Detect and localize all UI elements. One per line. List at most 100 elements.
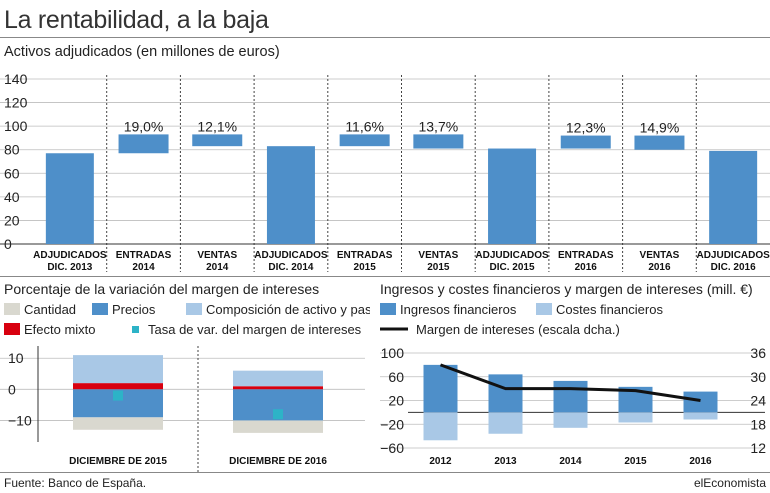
bar-value-label: 19,0% xyxy=(124,118,164,134)
x-tick-label: DIC. 2013 xyxy=(47,262,92,273)
chart-title: Ingresos y costes financieros y margen d… xyxy=(380,281,753,297)
y2-tick-label: 24 xyxy=(750,393,766,409)
y-tick-label: 60 xyxy=(4,165,20,181)
y2-tick-label: 30 xyxy=(750,369,766,385)
x-tick-label: 2015 xyxy=(427,262,450,273)
income-bar xyxy=(683,391,718,413)
footer-rule xyxy=(0,472,770,473)
y-tick-label: −10 xyxy=(8,412,32,428)
x-tick-label: 2016 xyxy=(689,456,712,467)
title-rule xyxy=(0,37,770,38)
legend-label: Efecto mixto xyxy=(24,322,96,337)
legend-label: Ingresos financieros xyxy=(400,302,517,317)
y2-tick-label: 12 xyxy=(750,440,766,456)
stacked-bar-segment xyxy=(233,370,323,387)
x-tick-label: DIC. 2015 xyxy=(490,262,535,273)
x-tick-label: 2015 xyxy=(624,456,647,467)
bar xyxy=(560,135,611,149)
bar-value-label: 14,9% xyxy=(640,120,680,136)
stacked-bar-segment xyxy=(233,420,323,433)
cost-bar xyxy=(618,412,653,423)
x-tick-label: ADJUDICADOS xyxy=(696,250,770,261)
y-tick-label: 100 xyxy=(4,118,28,134)
bar xyxy=(339,134,390,147)
y-tick-label: −60 xyxy=(380,440,404,456)
x-tick-label: VENTAS xyxy=(418,250,458,261)
bar xyxy=(192,134,243,147)
bar-value-label: 11,6% xyxy=(345,118,384,134)
income-bar xyxy=(488,374,523,413)
x-tick-label: ADJUDICADOS xyxy=(254,250,328,261)
x-tick-label: 2014 xyxy=(206,262,229,273)
x-tick-label: 2015 xyxy=(354,262,377,273)
legend-swatch xyxy=(186,303,202,315)
stacked-bar-segment xyxy=(73,355,163,384)
x-tick-label: ADJUDICADOS xyxy=(475,250,549,261)
income-bar xyxy=(423,364,458,413)
x-tick-label: 2013 xyxy=(494,456,517,467)
y-tick-label: 20 xyxy=(388,393,404,409)
y-tick-label: 120 xyxy=(4,95,28,111)
legend-label: Precios xyxy=(112,302,156,317)
y-tick-label: 140 xyxy=(4,71,28,87)
bar xyxy=(118,134,169,154)
x-tick-label: VENTAS xyxy=(197,250,237,261)
legend-swatch xyxy=(380,303,396,315)
x-tick-label: ADJUDICADOS xyxy=(33,250,107,261)
bar xyxy=(488,148,537,244)
page-subtitle: Activos adjudicados (en millones de euro… xyxy=(4,44,280,60)
income-costs-chart: Ingresos y costes financieros y margen d… xyxy=(380,281,766,467)
y2-tick-label: 36 xyxy=(750,345,766,361)
legend-label: Composición de activo y pasivo xyxy=(206,302,370,317)
x-tick-label: 2014 xyxy=(132,262,155,273)
y-tick-label: 60 xyxy=(388,369,404,385)
margin-line xyxy=(439,363,701,402)
bar xyxy=(413,134,464,149)
x-tick-label: ENTRADAS xyxy=(558,250,614,261)
legend-label: Margen de intereses (escala dcha.) xyxy=(416,322,620,337)
x-tick-label: 2016 xyxy=(575,262,598,273)
stacked-bar-segment xyxy=(73,417,163,430)
cost-bar xyxy=(423,412,458,441)
legend-swatch xyxy=(132,326,139,333)
y-tick-label: 80 xyxy=(4,142,20,158)
stacked-bar-segment xyxy=(233,386,323,390)
x-tick-label: 2012 xyxy=(429,456,452,467)
brand-logo: elEconomista xyxy=(693,476,766,490)
x-tick-label: DICIEMBRE DE 2015 xyxy=(69,456,167,467)
bar xyxy=(45,153,94,244)
y2-tick-label: 18 xyxy=(750,416,766,432)
x-tick-label: DIC. 2014 xyxy=(268,262,313,273)
section-rule xyxy=(0,276,770,277)
chart-title: Porcentaje de la variación del margen de… xyxy=(4,281,319,297)
legend-swatch xyxy=(536,303,552,315)
x-tick-label: DICIEMBRE DE 2016 xyxy=(229,456,327,467)
bar xyxy=(266,146,315,244)
margin-variation-chart: Porcentaje de la variación del margen de… xyxy=(0,281,370,472)
cost-bar xyxy=(683,412,718,420)
bar xyxy=(709,150,758,244)
x-tick-label: ENTRADAS xyxy=(116,250,172,261)
cost-bar xyxy=(488,412,523,434)
legend-label: Costes financieros xyxy=(556,302,663,317)
cost-bar xyxy=(553,412,588,428)
y-tick-label: 20 xyxy=(4,212,20,228)
bar xyxy=(634,135,685,150)
income-bar xyxy=(553,380,588,413)
bar-value-label: 12,1% xyxy=(197,118,237,134)
legend-label: Tasa de var. del margen de intereses xyxy=(148,322,362,337)
stacked-bar-segment xyxy=(73,383,163,390)
page-title: La rentabilidad, a la baja xyxy=(4,6,269,34)
x-tick-label: 2014 xyxy=(559,456,582,467)
y-tick-label: 100 xyxy=(381,345,405,361)
x-tick-label: DIC. 2016 xyxy=(711,262,756,273)
y-tick-label: 0 xyxy=(8,381,16,397)
legend-label: Cantidad xyxy=(24,302,76,317)
y-tick-label: 40 xyxy=(4,189,20,205)
rate-marker xyxy=(113,390,123,401)
x-tick-label: 2016 xyxy=(648,262,671,273)
legend-swatch xyxy=(4,303,20,315)
rate-marker xyxy=(273,409,283,420)
legend-swatch xyxy=(92,303,108,315)
